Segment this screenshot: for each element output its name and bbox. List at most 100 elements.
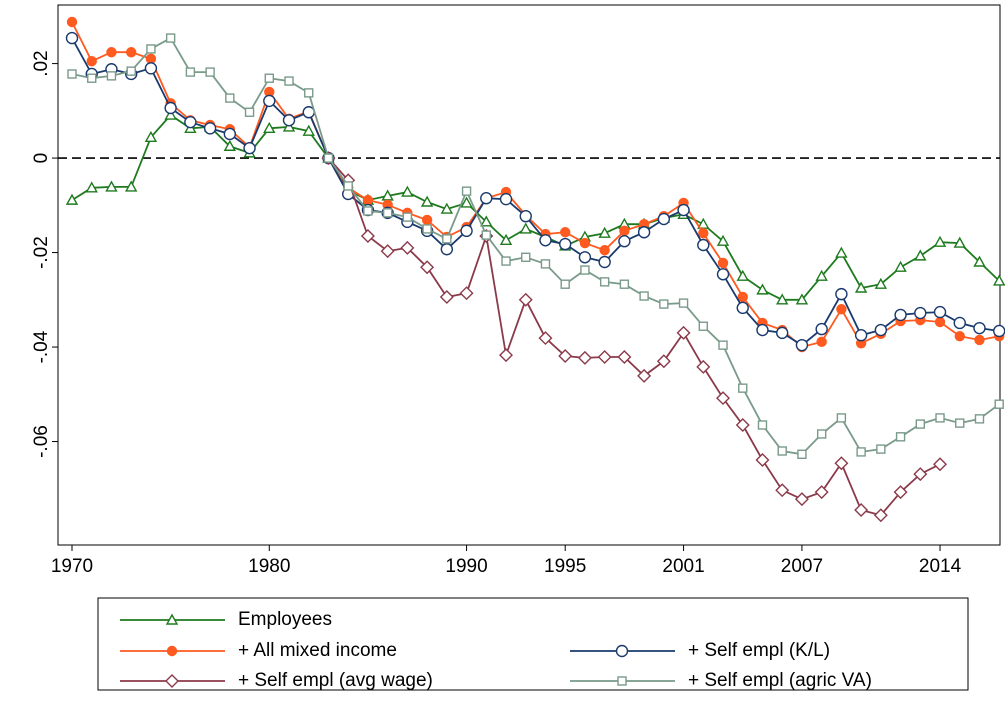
marker	[521, 252, 531, 262]
marker	[538, 331, 553, 346]
x-tick-label: 1995	[544, 556, 586, 577]
marker	[835, 246, 848, 258]
marker	[480, 192, 493, 205]
marker	[637, 226, 651, 239]
marker	[144, 130, 158, 142]
marker	[615, 644, 629, 658]
marker	[144, 62, 158, 75]
marker	[873, 508, 888, 523]
marker	[736, 269, 749, 281]
marker	[854, 329, 868, 342]
marker	[737, 291, 748, 303]
marker	[994, 399, 1004, 409]
marker	[854, 281, 868, 293]
marker	[400, 240, 415, 255]
marker	[776, 326, 789, 340]
marker	[146, 44, 156, 54]
marker	[795, 293, 809, 305]
marker	[362, 194, 374, 206]
x-tick-label: 1970	[51, 556, 93, 577]
marker	[874, 277, 888, 289]
marker	[617, 349, 632, 364]
marker	[558, 349, 573, 364]
marker	[382, 208, 393, 218]
marker	[835, 287, 848, 301]
marker	[617, 676, 627, 686]
marker	[716, 234, 730, 246]
marker	[499, 233, 513, 245]
marker	[65, 193, 79, 205]
marker	[284, 76, 294, 86]
marker	[480, 215, 493, 227]
marker	[164, 101, 177, 115]
marker	[914, 306, 927, 320]
marker	[935, 413, 945, 423]
marker	[659, 299, 669, 309]
marker	[223, 139, 237, 151]
marker	[421, 214, 433, 226]
marker	[934, 316, 946, 328]
marker	[954, 330, 965, 342]
marker	[599, 244, 610, 256]
marker	[735, 418, 750, 432]
marker	[459, 286, 474, 301]
marker	[836, 304, 847, 315]
marker	[578, 251, 592, 264]
marker	[125, 180, 138, 192]
marker	[697, 238, 710, 252]
marker	[165, 613, 179, 625]
marker	[363, 206, 373, 216]
marker	[974, 414, 985, 424]
marker	[86, 56, 97, 67]
marker	[560, 227, 571, 238]
marker	[205, 67, 215, 77]
x-tick-label: 1980	[248, 556, 290, 577]
marker	[618, 235, 631, 248]
marker	[499, 348, 514, 363]
marker	[223, 127, 237, 141]
marker	[777, 446, 787, 456]
marker	[677, 203, 690, 217]
marker	[580, 265, 590, 275]
marker	[165, 674, 179, 688]
marker	[560, 279, 570, 289]
marker	[756, 283, 769, 295]
marker	[402, 212, 413, 222]
marker	[816, 429, 827, 439]
marker	[67, 69, 77, 79]
marker	[460, 196, 473, 208]
marker	[814, 485, 829, 500]
legend-label: + Self empl (avg wage)	[238, 670, 433, 691]
marker	[304, 88, 314, 98]
marker	[439, 289, 454, 304]
marker	[579, 237, 591, 249]
marker	[66, 16, 78, 28]
marker	[795, 338, 809, 352]
marker	[876, 444, 886, 454]
marker	[856, 447, 866, 457]
marker	[184, 115, 197, 129]
marker	[757, 420, 768, 430]
marker	[422, 224, 432, 234]
marker	[836, 413, 847, 423]
y-tick-label: -.02	[31, 236, 52, 269]
marker	[933, 457, 948, 472]
marker	[87, 73, 97, 83]
marker	[698, 227, 709, 239]
plot-frame	[57, 4, 1001, 546]
marker	[756, 323, 769, 337]
marker	[360, 229, 375, 244]
series-line	[71, 113, 1000, 301]
y-tick-label: -.06	[31, 425, 52, 458]
marker	[599, 277, 610, 287]
marker	[775, 483, 790, 498]
marker	[973, 321, 986, 335]
marker	[243, 141, 256, 155]
x-tick-label: 2014	[919, 556, 962, 577]
x-tick-label: 1990	[445, 556, 487, 577]
marker	[676, 325, 691, 340]
marker	[637, 368, 652, 383]
marker	[696, 359, 711, 374]
marker	[85, 181, 98, 193]
